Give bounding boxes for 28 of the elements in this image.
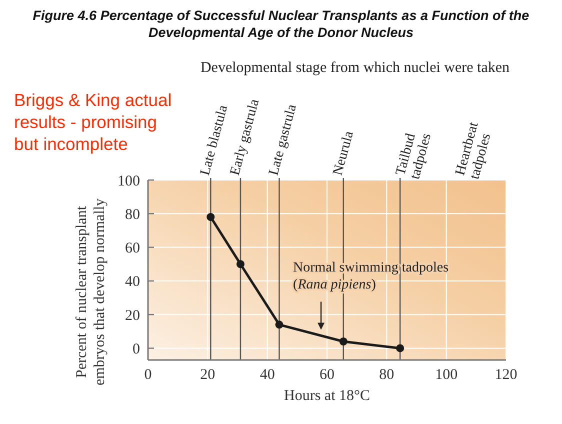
y-tick-label: 40 [125,274,140,290]
y-tick-label: 0 [132,341,140,358]
text: Briggs & King actual results - promising but incomplete [14,90,172,154]
x-tick-label: 80 [379,367,394,383]
point [206,213,215,222]
x-tick-label: 60 [320,367,334,383]
y-tick-label: 100 [118,173,140,190]
point [396,344,404,352]
x-tick-label: 20 [200,367,216,383]
chart-title: Figure 4.6 Percentage of Successful Nuclear Transplants as a Function of the Developmental Age of the Donor Nucleus [32,8,530,40]
annotation: Heartbeat tadpoles [453,120,494,181]
x-tick-label: 40 [260,367,275,383]
point [339,337,348,346]
y-tick-label: 20 [125,308,140,324]
ref-line-label: Late gastrula [266,102,300,178]
chart-subtitle: Developmental stage from which nuclei were taken [200,60,510,76]
point [275,320,284,329]
point [236,260,244,268]
ref-line-label: Tailbud tadpoles [393,132,435,181]
x-tick-label: 100 [435,367,458,383]
x-tick-label: 0 [144,367,152,383]
x-axis-title: Hours at 18°C [284,388,370,404]
ref-line-label: Neurula [330,128,358,178]
y-tick-label: 80 [125,206,140,223]
x-tick-label: 120 [494,367,518,383]
ref-line-label: Early gastrula [228,96,263,178]
y-axis-title: Percent of nuclear transplant embryos that develop normally [74,198,108,386]
y-tick-label: 60 [125,240,140,257]
